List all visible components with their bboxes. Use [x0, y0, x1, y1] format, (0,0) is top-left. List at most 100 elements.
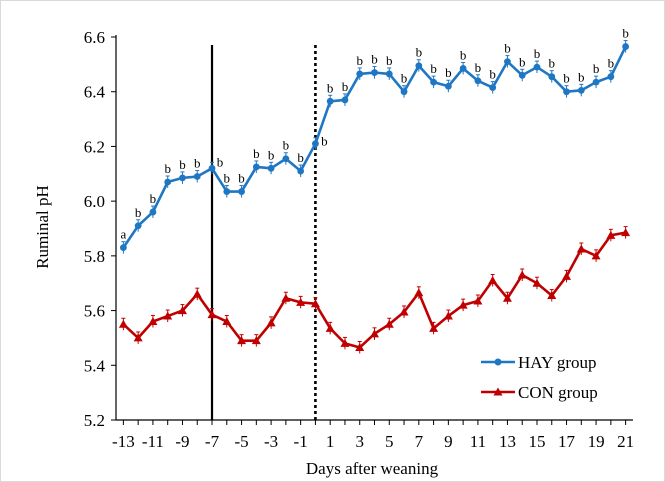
hay-data-point — [208, 164, 216, 172]
legend-item-con: CON group — [481, 383, 598, 402]
hay-data-point — [400, 88, 408, 96]
con-data-point — [384, 319, 394, 328]
hay-data-point — [371, 69, 378, 76]
hay-data-point — [356, 70, 364, 78]
legend-hay-marker — [494, 358, 502, 366]
x-tick-label: 21 — [617, 432, 634, 451]
significance-label: b — [217, 154, 224, 169]
hay-data-point — [326, 97, 334, 105]
hay-data-point — [430, 78, 437, 86]
hay-data-point — [282, 155, 290, 163]
con-data-point — [458, 300, 468, 309]
significance-label: b — [268, 147, 275, 162]
hay-data-point — [533, 63, 541, 71]
hay-data-point — [312, 140, 319, 148]
significance-label: b — [475, 60, 482, 75]
x-tick-label: 5 — [385, 432, 394, 451]
con-data-point — [562, 271, 572, 280]
x-axis-title: Days after weaning — [306, 459, 439, 478]
significance-label: b — [563, 71, 570, 86]
con-data-point — [606, 230, 616, 239]
x-tick-label: 17 — [558, 432, 576, 451]
x-tick-label: -9 — [175, 432, 189, 451]
con-data-point — [148, 317, 158, 326]
hay-data-point — [504, 58, 511, 66]
hay-data-point — [548, 73, 556, 81]
legend-con-label: CON group — [518, 383, 598, 402]
x-tick-label: 15 — [528, 432, 545, 451]
x-tick-label: -13 — [112, 432, 135, 451]
hay-data-point — [592, 78, 600, 86]
con-data-point — [547, 291, 557, 300]
x-tick-label: -5 — [234, 432, 248, 451]
hay-data-point — [489, 84, 497, 92]
significance-label: b — [593, 61, 600, 76]
hay-data-point — [267, 164, 275, 172]
con-data-point — [576, 244, 586, 253]
x-tick-label: -7 — [205, 432, 220, 451]
y-tick-label: 5.6 — [84, 302, 105, 321]
hay-data-point — [607, 73, 615, 81]
legend-item-hay: HAY group — [481, 353, 597, 372]
x-tick-label: 9 — [444, 432, 453, 451]
con-data-point — [591, 251, 601, 260]
hay-data-point — [341, 96, 349, 104]
con-data-point — [192, 289, 202, 298]
significance-label: b — [608, 56, 615, 71]
significance-label: b — [371, 52, 378, 67]
hay-data-point — [474, 77, 482, 85]
y-axis-title: Ruminal pH — [33, 185, 52, 269]
significance-label: b — [549, 56, 556, 71]
con-data-point — [281, 293, 291, 302]
con-data-point — [429, 323, 439, 332]
con-data-point — [473, 296, 483, 305]
con-data-point — [621, 228, 631, 237]
significance-label: b — [356, 53, 363, 68]
hay-data-point — [252, 163, 260, 171]
hay-data-point — [223, 188, 231, 195]
con-data-point — [517, 270, 527, 279]
significance-label: b — [194, 156, 201, 171]
significance-label: b — [342, 79, 349, 94]
significance-label: b — [179, 157, 186, 172]
y-tick-label: 6.6 — [84, 28, 105, 47]
significance-label: a — [120, 227, 126, 242]
hay-data-point — [459, 65, 467, 72]
legend-hay-label: HAY group — [518, 353, 597, 372]
con-data-point — [207, 310, 217, 319]
significance-label: b — [622, 26, 629, 41]
con-data-point — [237, 336, 247, 345]
hay-data-point — [238, 188, 245, 195]
significance-label: b — [224, 171, 231, 186]
hay-data-point — [563, 88, 570, 96]
hay-data-point — [415, 62, 423, 70]
significance-label: b — [430, 61, 437, 76]
hay-data-point — [149, 208, 157, 216]
significance-label: b — [534, 46, 541, 61]
series-layer — [118, 40, 631, 354]
con-data-point — [325, 323, 335, 332]
x-tick-label: -11 — [142, 432, 164, 451]
con-data-point — [133, 333, 143, 342]
hay-data-point — [119, 244, 127, 252]
y-axis-ticks: 5.2 5.4 5.6 5.8 6.0 6.2 6.4 6.6 — [84, 28, 116, 430]
significance-label: b — [253, 146, 260, 161]
x-axis-ticks: -13 -11 -9 -7 -5 -3 -1 1 3 5 7 9 11 13 15 17 19 21 — [112, 420, 634, 451]
significance-label: b — [519, 54, 526, 69]
significance-label: b — [164, 161, 171, 176]
significance-label: b — [321, 134, 328, 149]
x-tick-label: 19 — [588, 432, 605, 451]
hay-data-point — [444, 82, 452, 90]
hay-data-point — [577, 86, 585, 94]
x-tick-label: 13 — [499, 432, 516, 451]
significance-label: b — [135, 205, 142, 220]
legend: HAY group CON group — [481, 353, 598, 402]
con-data-point — [502, 293, 512, 302]
hay-data-point — [164, 178, 172, 186]
hay-data-point — [622, 43, 630, 50]
con-data-point — [532, 278, 542, 287]
x-tick-label: 11 — [470, 432, 486, 451]
y-tick-label: 6.0 — [84, 192, 105, 211]
y-tick-label: 5.4 — [84, 356, 106, 375]
